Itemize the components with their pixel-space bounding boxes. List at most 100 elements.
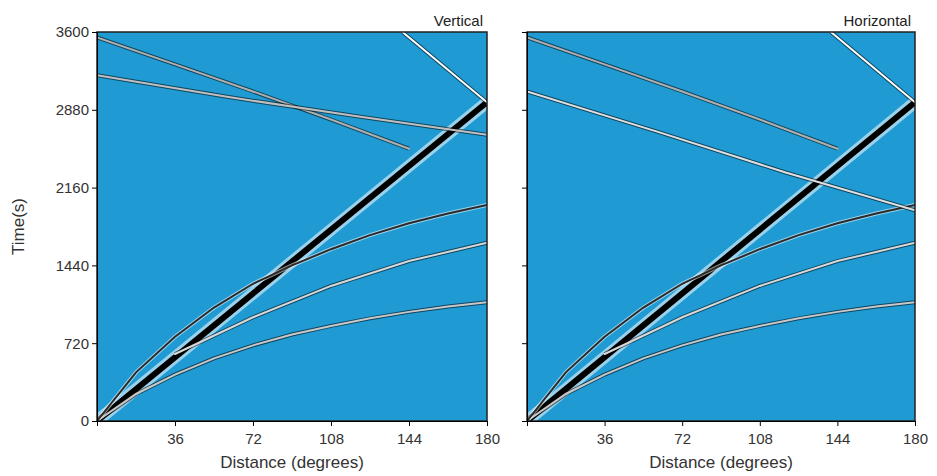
trace-halo xyxy=(527,205,915,421)
panel-title: Vertical xyxy=(434,12,483,29)
plot-background xyxy=(527,32,915,421)
y-tick-mark xyxy=(92,265,97,266)
y-tick-mark xyxy=(522,110,527,111)
y-tick: 3600 xyxy=(56,23,97,40)
x-tick-mark xyxy=(331,421,332,426)
y-tick: 2160 xyxy=(56,179,97,196)
x-tick-label: 36 xyxy=(597,430,614,447)
trace-line xyxy=(97,102,487,421)
trace-halo xyxy=(97,37,409,148)
y-tick-mark xyxy=(92,421,97,422)
x-tick-mark xyxy=(915,421,916,426)
plot-area xyxy=(97,32,487,421)
x-axis: 36 72 108 144 180 xyxy=(98,421,501,447)
y-tick-mark xyxy=(92,343,97,344)
y-axis-line xyxy=(92,33,98,422)
x-tick-label: 180 xyxy=(903,430,928,447)
y-tick-label: 720 xyxy=(64,335,89,352)
x-tick-mark xyxy=(487,421,488,426)
x-axis: 36 72 108 144 180 xyxy=(528,421,929,447)
plot-area xyxy=(527,32,915,421)
y-axis: 0 720 1440 2160 2880 3600 xyxy=(56,23,98,429)
trace-line xyxy=(527,205,915,421)
trace-halo xyxy=(605,243,915,354)
y-tick-mark xyxy=(92,188,97,189)
x-tick: 180 xyxy=(903,421,928,447)
x-tick-label: 180 xyxy=(475,430,500,447)
x-tick-label: 108 xyxy=(319,430,344,447)
x-axis-line xyxy=(98,422,488,427)
x-tick: 36 xyxy=(597,421,614,447)
trace-halo xyxy=(97,102,487,421)
y-axis-line xyxy=(522,33,528,422)
y-tick-label: 0 xyxy=(81,412,89,429)
x-tick-mark xyxy=(253,421,254,426)
y-tick: 1440 xyxy=(56,257,97,274)
x-tick-label: 36 xyxy=(167,430,184,447)
figure: 36 72 108 144 180 0 720 1440 2160 2880 3600 Vertica… xyxy=(0,0,937,476)
y-tick xyxy=(522,32,527,33)
y-tick-mark xyxy=(522,188,527,189)
x-tick-mark xyxy=(682,421,683,426)
trace-line xyxy=(97,302,487,421)
x-tick: 144 xyxy=(825,421,850,447)
trace-halo xyxy=(527,91,915,210)
y-tick-mark xyxy=(522,343,527,344)
trace-line xyxy=(831,32,915,102)
x-tick: 72 xyxy=(245,421,262,447)
trace-halo xyxy=(97,75,487,134)
y-tick-mark xyxy=(522,265,527,266)
trace-halo xyxy=(527,37,837,148)
x-tick-label: 72 xyxy=(674,430,691,447)
trace-halo xyxy=(97,205,487,421)
y-tick: 0 xyxy=(81,412,97,429)
trace-line xyxy=(527,91,915,210)
x-tick-label: 72 xyxy=(245,430,262,447)
y-tick-mark xyxy=(522,32,527,33)
y-tick-mark xyxy=(92,110,97,111)
trace-halo xyxy=(527,302,915,421)
plot-frame xyxy=(97,32,487,421)
y-tick-label: 2880 xyxy=(56,101,89,118)
trace-line xyxy=(97,75,487,134)
y-tick: 720 xyxy=(64,335,97,352)
plot-background xyxy=(97,32,487,421)
x-tick-label: 144 xyxy=(397,430,422,447)
trace-halo xyxy=(403,32,488,102)
x-tick: 108 xyxy=(748,421,773,447)
y-tick-label: 3600 xyxy=(56,23,89,40)
y-tick xyxy=(522,343,527,344)
panel: 36 72 108 144 180 0 720 1440 2160 2880 3600 Vertica… xyxy=(9,12,500,472)
x-tick-mark xyxy=(837,421,838,426)
x-axis-title: Distance (degrees) xyxy=(649,453,793,472)
trace-line xyxy=(605,243,915,354)
x-tick-mark xyxy=(409,421,410,426)
y-tick xyxy=(522,421,527,422)
y-tick xyxy=(522,265,527,266)
x-tick-label: 144 xyxy=(825,430,850,447)
trace-line xyxy=(527,37,837,148)
y-axis xyxy=(522,33,528,422)
y-tick xyxy=(522,110,527,111)
trace-line xyxy=(97,37,409,148)
trace-halo xyxy=(831,32,915,102)
y-tick-label: 2160 xyxy=(56,179,89,196)
x-tick: 72 xyxy=(674,421,691,447)
x-axis-line xyxy=(528,422,916,427)
x-tick: 180 xyxy=(475,421,500,447)
x-tick-mark xyxy=(175,421,176,426)
x-tick: 144 xyxy=(397,421,422,447)
trace-line xyxy=(527,302,915,421)
y-tick-mark xyxy=(92,32,97,33)
panel-title: Horizontal xyxy=(843,12,911,29)
trace-line xyxy=(97,205,487,421)
x-tick: 108 xyxy=(319,421,344,447)
x-tick-mark xyxy=(605,421,606,426)
trace-line xyxy=(175,243,487,354)
trace-halo xyxy=(175,243,487,354)
y-axis-title: Time(s) xyxy=(9,198,28,255)
trace-halo xyxy=(97,302,487,421)
plot-frame xyxy=(527,32,915,421)
y-tick-mark xyxy=(522,421,527,422)
x-tick: 36 xyxy=(167,421,184,447)
